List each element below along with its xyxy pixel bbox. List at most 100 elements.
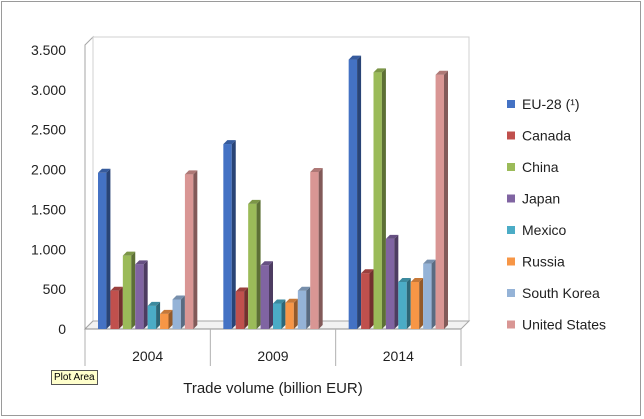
bar-front [297, 290, 307, 329]
bar-front [435, 74, 444, 329]
legend-swatch [507, 100, 515, 108]
bar [398, 277, 411, 329]
bar [160, 309, 173, 329]
bar-top [285, 298, 298, 303]
y-tick-label: 0 [58, 321, 66, 337]
bar-side [269, 261, 273, 329]
bar-front [348, 59, 358, 330]
bar-front [110, 290, 119, 329]
bar-top [172, 295, 185, 300]
bar [184, 170, 198, 329]
bar-front [248, 203, 257, 329]
bar-side [306, 286, 311, 329]
bar-side [168, 309, 173, 329]
bar [110, 286, 123, 329]
legend-label: Japan [522, 191, 560, 207]
bar-front [172, 299, 181, 329]
bar-top [98, 168, 111, 173]
y-tick-label: 500 [43, 281, 67, 297]
bar-front [373, 72, 382, 329]
y-tick-label: 1.000 [31, 241, 66, 257]
bar-front [410, 281, 420, 329]
bar-side [369, 269, 374, 329]
bar [423, 259, 436, 329]
bar-front [273, 303, 282, 329]
legend-swatch [507, 194, 515, 203]
bar-front [310, 171, 319, 329]
bar-front [260, 265, 269, 329]
bar-top [223, 140, 236, 145]
bar [310, 167, 323, 329]
bar-top [184, 170, 198, 175]
bar-top [423, 259, 436, 264]
bar-top [385, 234, 399, 239]
bar-side [293, 298, 298, 329]
bar-side [419, 277, 424, 329]
bar [385, 234, 399, 329]
bar [348, 55, 362, 330]
bar-side [131, 251, 136, 329]
legend-swatch [507, 320, 515, 329]
bar [248, 199, 261, 329]
bar [285, 298, 298, 329]
bar-front [385, 238, 395, 329]
bar-front [223, 144, 232, 329]
bar-top [373, 68, 386, 73]
bar [147, 301, 161, 329]
back-wall [92, 36, 470, 322]
side-wall [84, 35, 94, 331]
legend-label: Canada [522, 128, 571, 144]
bar-top [235, 287, 249, 292]
legend-item: Russia [507, 254, 565, 270]
legend-item: Mexico [507, 222, 567, 238]
legend-label: United States [522, 317, 606, 333]
legend-swatch [507, 226, 515, 234]
bar-top [361, 269, 374, 274]
bar-side [143, 260, 148, 329]
bar-side [318, 167, 323, 329]
bar-side [180, 295, 185, 329]
legend-swatch [507, 163, 515, 171]
bar-top [147, 301, 161, 306]
legend-label: EU-28 (¹) [522, 96, 580, 112]
legend-swatch [507, 289, 515, 297]
bar-front [184, 174, 194, 329]
legend-item: China [507, 159, 559, 175]
x-tick-label: 2009 [257, 348, 288, 364]
bar [361, 269, 374, 329]
bar [373, 68, 386, 329]
bar [98, 168, 111, 329]
x-axis-title: Trade volume (billion EUR) [183, 380, 363, 397]
bar [410, 277, 424, 329]
bar [172, 295, 185, 329]
bar-side [406, 277, 411, 329]
bar-side [106, 168, 111, 329]
y-axis-tick-labels: 0 500 1.000 1.500 2.000 2.500 3.000 3.500 [31, 42, 66, 337]
bar-side [381, 68, 386, 329]
legend-label: China [522, 159, 559, 175]
bar [122, 251, 136, 329]
legend: EU-28 (¹) Canada China Japan Mexico Russia Sou… [507, 96, 606, 333]
legend-item: EU-28 (¹) [507, 96, 580, 112]
bar-top [310, 167, 323, 172]
legend-swatch [507, 131, 515, 140]
bar [435, 70, 448, 329]
bar-top [160, 309, 173, 314]
plot-area-tooltip: Plot Area [51, 370, 98, 385]
bar-front [361, 273, 370, 329]
bar-front [398, 281, 407, 329]
legend-label: Russia [522, 254, 565, 270]
bar [135, 260, 148, 329]
bar-top [297, 286, 311, 291]
bar-top [410, 277, 424, 282]
bar-front [235, 291, 245, 329]
bar-side [394, 234, 399, 329]
bar [223, 140, 236, 329]
x-axis-tick-labels: 2004 2009 2014 [84, 329, 462, 366]
legend-item: United States [507, 317, 606, 333]
bar-side [357, 55, 362, 330]
bar-top [260, 261, 273, 266]
bar-side [431, 259, 436, 329]
